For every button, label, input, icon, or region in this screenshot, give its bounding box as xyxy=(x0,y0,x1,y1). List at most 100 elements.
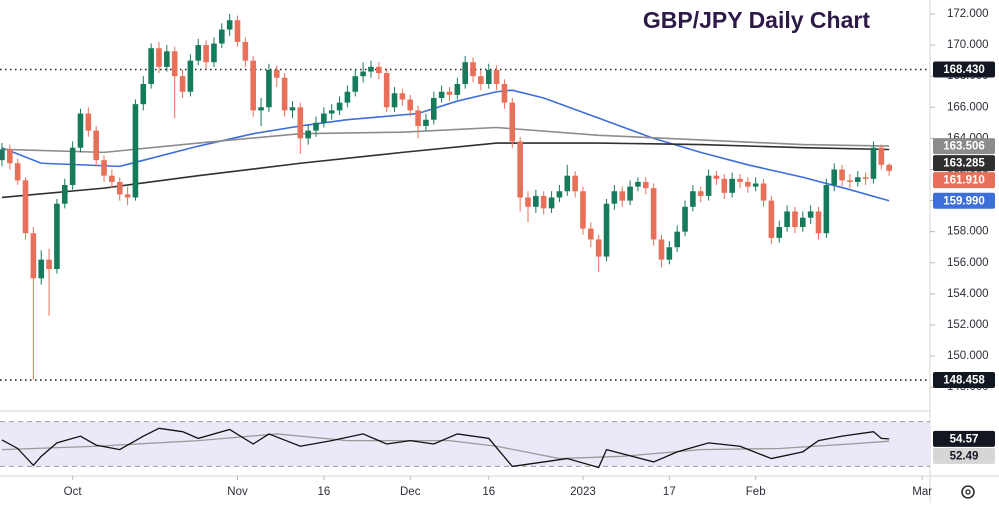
candle-body xyxy=(729,178,735,193)
price-label: 168.430 xyxy=(943,64,985,76)
candle-body xyxy=(77,113,84,148)
candle-body xyxy=(171,51,178,77)
candle-body xyxy=(800,217,806,228)
rsi-band xyxy=(0,421,930,467)
y-tick-label: 158.000 xyxy=(947,226,989,238)
candle-body xyxy=(203,45,209,63)
candle-body xyxy=(776,227,783,238)
candle-body xyxy=(273,69,280,78)
price-label-bg xyxy=(933,172,995,189)
candle-body xyxy=(321,113,327,123)
candle-body xyxy=(438,91,445,98)
candle-body xyxy=(368,66,374,72)
candle-body xyxy=(815,211,822,234)
y-tick-label: 166.000 xyxy=(947,101,989,113)
candle-body xyxy=(862,177,869,179)
candle-body xyxy=(886,164,892,171)
candle-body xyxy=(564,175,571,192)
candle-body xyxy=(745,181,751,187)
candle-body xyxy=(509,102,516,142)
price-label: 159.990 xyxy=(943,195,985,207)
x-tick-label: Feb xyxy=(746,486,766,498)
x-tick-label: 16 xyxy=(482,486,495,498)
candle-body xyxy=(140,83,147,105)
candle-body xyxy=(588,228,594,240)
candle-body xyxy=(603,203,610,257)
candle-body xyxy=(697,191,704,196)
candle-body xyxy=(226,20,233,30)
candle-body xyxy=(752,183,759,187)
candle-body xyxy=(870,147,877,179)
y-tick-label: 150.000 xyxy=(947,350,989,362)
x-tick-label: 17 xyxy=(663,486,676,498)
candle-body xyxy=(470,62,476,77)
candle-body xyxy=(54,203,60,269)
candle-body xyxy=(101,160,107,176)
candle-body xyxy=(760,183,767,201)
candle-body xyxy=(666,247,673,260)
candle-body xyxy=(187,60,194,92)
candle-body xyxy=(595,239,602,257)
candle-body xyxy=(690,191,696,207)
candle-body xyxy=(234,20,241,42)
candle-body xyxy=(85,113,92,131)
candle-body xyxy=(7,149,13,164)
settings-icon[interactable] xyxy=(961,485,975,499)
candle-body xyxy=(352,76,359,92)
candle-body xyxy=(219,29,225,44)
candle-body xyxy=(38,259,45,279)
candle-body xyxy=(485,69,492,84)
price-label-bg xyxy=(933,447,995,464)
price-label-bg xyxy=(933,430,995,447)
candle-body xyxy=(148,48,154,84)
chart-title: GBP/JPY Daily Chart xyxy=(643,7,870,33)
price-label-bg xyxy=(933,372,995,389)
candle-body xyxy=(61,185,68,204)
candle-body xyxy=(14,163,21,181)
candle-body xyxy=(548,197,555,209)
candle-body xyxy=(415,110,421,126)
moving-average-line xyxy=(1,89,890,202)
candle-body xyxy=(211,43,217,63)
candle-body xyxy=(297,107,304,139)
price-label-bg xyxy=(933,192,995,209)
candle-body xyxy=(721,178,728,193)
candle-body xyxy=(266,69,272,108)
candle-body xyxy=(242,41,249,61)
candle-body xyxy=(376,66,382,74)
candle-body xyxy=(69,147,76,186)
candles xyxy=(0,13,892,380)
candle-body xyxy=(289,107,296,111)
candle-body xyxy=(93,130,99,161)
candle-body xyxy=(525,197,531,207)
moving-average-line xyxy=(1,142,890,199)
candle-body xyxy=(336,102,343,111)
candle-body xyxy=(540,195,547,209)
candle-body xyxy=(124,194,131,198)
candle-body xyxy=(807,211,814,218)
candle-body xyxy=(383,73,390,108)
candle-body xyxy=(556,191,563,198)
price-label: 52.49 xyxy=(950,450,979,462)
x-tick-label: Mar xyxy=(912,486,932,498)
y-tick-label: 152.000 xyxy=(947,319,989,331)
y-tick-label: 172.000 xyxy=(947,8,989,20)
candle-body xyxy=(784,211,790,228)
candle-body xyxy=(580,191,586,229)
price-label-bg xyxy=(933,61,995,78)
candle-body xyxy=(399,93,406,100)
candle-body xyxy=(391,93,398,108)
candle-body xyxy=(195,45,202,61)
candle-body xyxy=(164,51,170,67)
candle-body xyxy=(132,104,139,198)
candle-body xyxy=(572,175,578,192)
candle-body xyxy=(446,91,453,95)
price-label-bg xyxy=(933,155,995,172)
candle-body xyxy=(454,83,461,95)
rsi-line xyxy=(1,427,890,469)
candle-body xyxy=(517,141,523,198)
candle-body xyxy=(407,99,414,111)
price-label: 148.458 xyxy=(943,375,985,387)
